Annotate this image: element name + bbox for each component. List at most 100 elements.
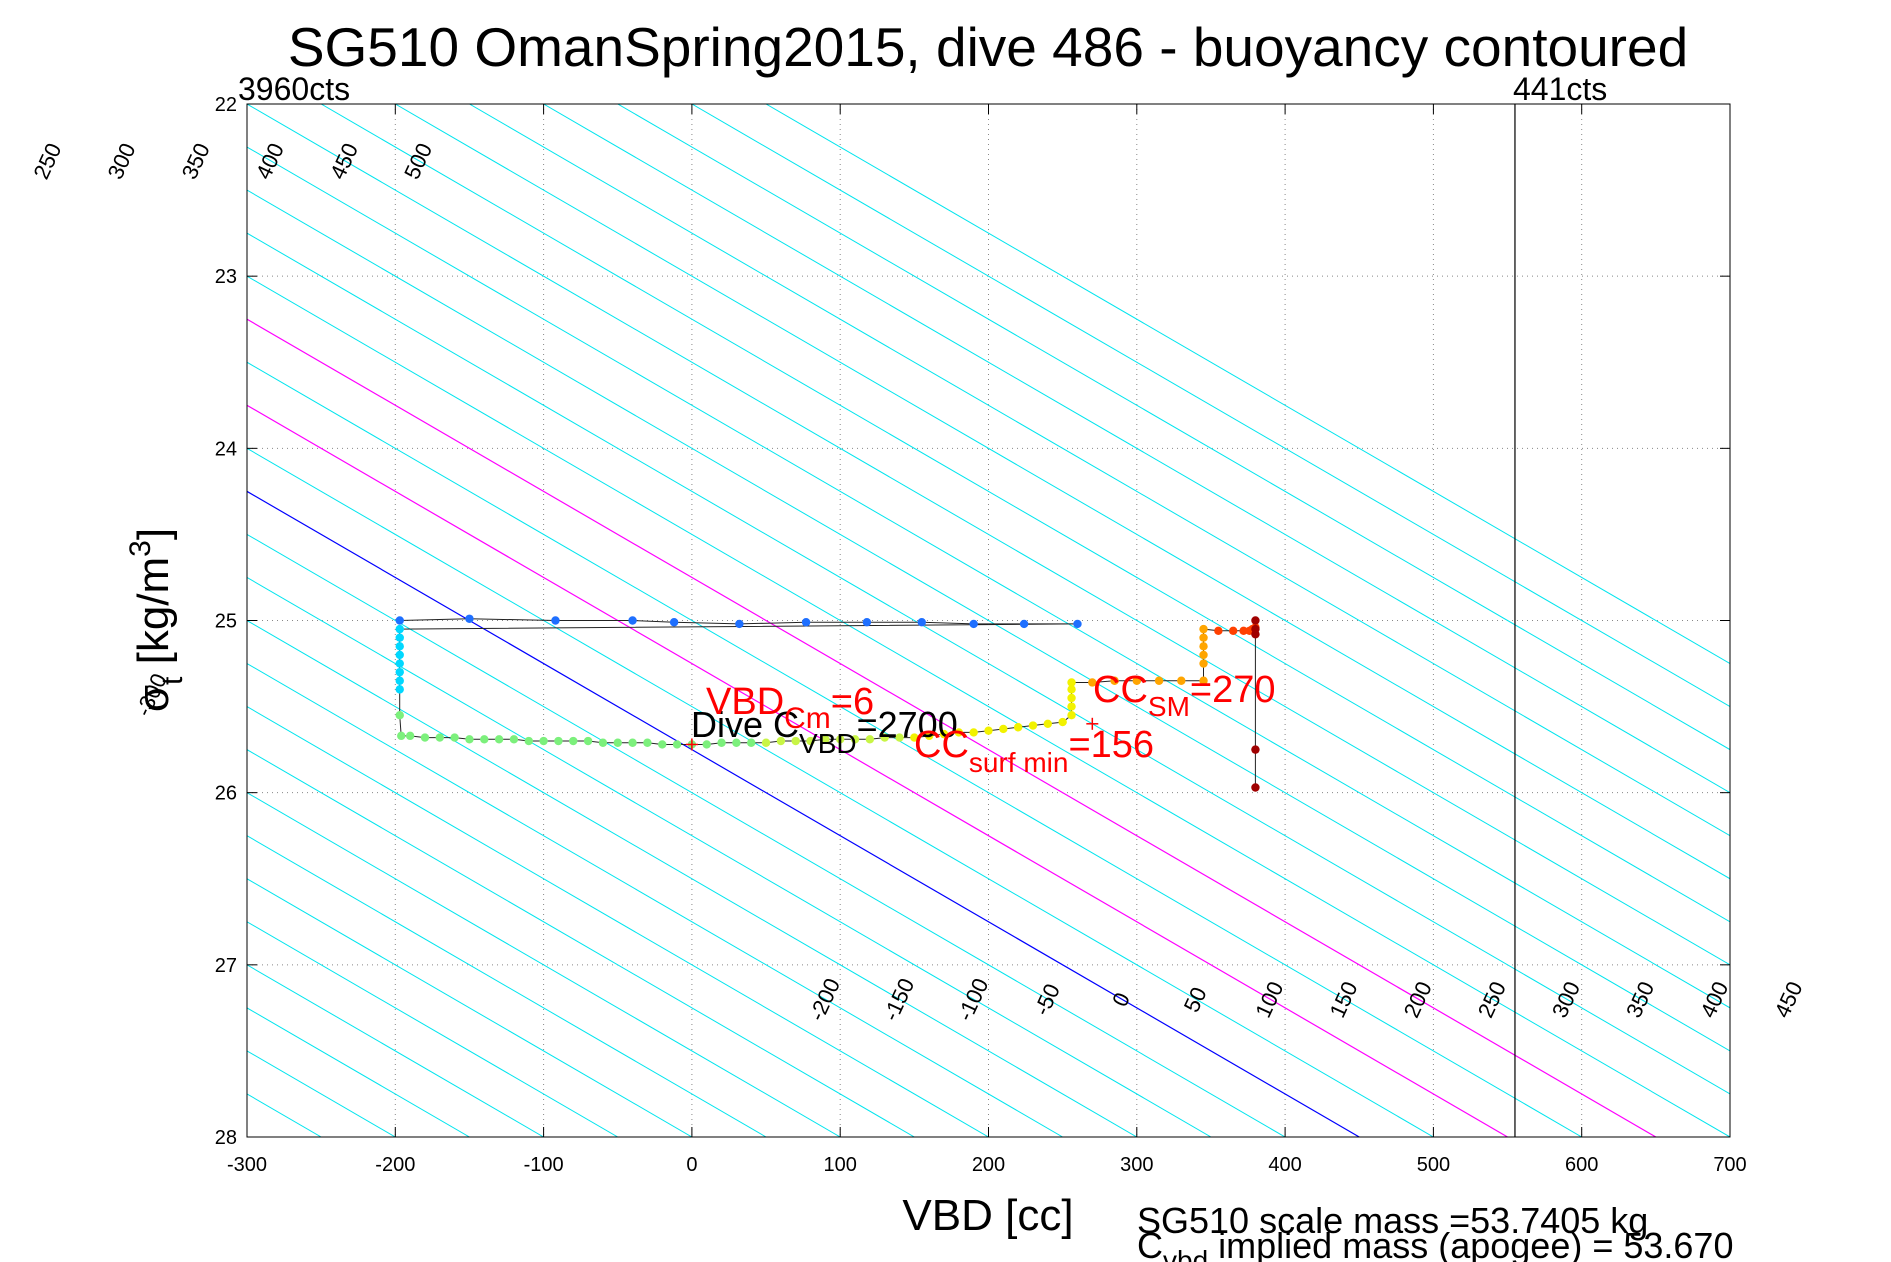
- data-point: [509, 735, 519, 744]
- cc-surf-annotation: CCsurf min=156: [914, 724, 1154, 778]
- data-point: [1251, 783, 1260, 792]
- x-tick-label: -100: [524, 1154, 564, 1176]
- data-point: [569, 736, 578, 746]
- contour-line: [765, 104, 1730, 665]
- data-point: [1199, 659, 1208, 668]
- data-point: [1058, 717, 1067, 727]
- x-tick-label: 100: [824, 1154, 857, 1176]
- data-point: [1251, 616, 1260, 625]
- data-point: [939, 729, 949, 739]
- data-point: [801, 618, 811, 627]
- data-point: [628, 616, 637, 625]
- implied-mass-text: Cvbd implied mass (apogee) = 53.670: [1137, 1225, 1733, 1262]
- x-tick-label: -300: [227, 1154, 267, 1176]
- data-point: [554, 736, 563, 746]
- data-point: [1028, 721, 1038, 730]
- data-point: [1251, 630, 1260, 639]
- data-point: [1073, 619, 1082, 629]
- data-point: [732, 738, 741, 747]
- data-point: [1199, 650, 1208, 660]
- x-tick-label: 500: [1417, 1154, 1450, 1176]
- y-tick-label: 22: [215, 94, 237, 116]
- data-point: [643, 738, 652, 747]
- data-point: [395, 710, 404, 720]
- contour-line: [247, 189, 1730, 1052]
- contour-line: [247, 921, 619, 1137]
- contour-line: [320, 104, 1730, 923]
- data-point: [969, 728, 978, 737]
- data-point: [1251, 745, 1260, 754]
- data-point: [1110, 676, 1119, 685]
- x-tick-label: 600: [1565, 1154, 1598, 1176]
- data-point: [480, 735, 489, 744]
- contour-line: [247, 835, 767, 1137]
- data-point: [806, 736, 815, 746]
- data-point: [1067, 678, 1076, 687]
- implied-mass-c: C: [1137, 1225, 1163, 1262]
- vbd-cm-annotation: VBDCm=6: [706, 681, 874, 735]
- data-point: [1043, 719, 1053, 728]
- contour-line: [543, 104, 1730, 794]
- data-point: [924, 731, 934, 741]
- contour-line: [247, 792, 841, 1137]
- data-point: [539, 736, 548, 746]
- x-tick-label: 0: [686, 1154, 697, 1176]
- data-point: [761, 738, 771, 747]
- data-point: [702, 740, 711, 749]
- cc-surf-text: CC: [914, 724, 969, 766]
- data-point: [450, 733, 459, 742]
- data-point: [917, 618, 926, 627]
- count-label-right: 441cts: [1513, 71, 1607, 107]
- dive-c-sub: VBD: [799, 728, 857, 759]
- data-point: [395, 633, 404, 642]
- data-point: [865, 735, 875, 744]
- data-point: [1199, 624, 1208, 634]
- data-point: [494, 735, 504, 744]
- data-point: [1067, 710, 1076, 720]
- data-point: [969, 619, 978, 629]
- contour-line: [247, 706, 989, 1137]
- vbd-cm-value: =6: [831, 681, 874, 723]
- contour-line: [469, 104, 1730, 837]
- axis-ticks: -300 -200 -100 0 100 200 300 400 500 600 700 22 23 24…: [215, 94, 1747, 1176]
- data-point: [999, 724, 1008, 734]
- data-point: [395, 624, 404, 634]
- data-point: [420, 733, 430, 742]
- contour-line: [247, 576, 1212, 1137]
- data-point: [465, 735, 474, 744]
- implied-mass-rest: implied mass (apogee) = 53.670: [1208, 1225, 1733, 1262]
- implied-mass-sub: vbd: [1163, 1245, 1208, 1262]
- data-point: [1154, 676, 1164, 685]
- data-point: [880, 733, 889, 742]
- vbd-cm-sub: Cm: [784, 702, 831, 735]
- y-axis-label: σt [kg/m3]: [124, 528, 189, 712]
- dive-c-value: =2700: [857, 704, 958, 745]
- x-tick-label: 300: [1120, 1154, 1153, 1176]
- count-label-left: 3960cts: [238, 71, 350, 107]
- contour-line: [247, 146, 1730, 1009]
- data-point: [910, 733, 919, 742]
- data-point: [1177, 676, 1186, 685]
- data-point: [583, 736, 593, 746]
- data-point: [776, 736, 786, 746]
- trajectory-line: [399, 618, 1256, 788]
- scale-mass-text: SG510 scale mass =53.7405 kg: [1137, 1200, 1648, 1241]
- data-point: [395, 659, 404, 668]
- data-point: [1199, 676, 1208, 685]
- data-point: [862, 618, 872, 627]
- data-point: [395, 616, 404, 625]
- data-point: [672, 740, 682, 749]
- cc-surf-value: =156: [1068, 724, 1154, 766]
- data-point: [658, 740, 667, 749]
- x-tick-label: 400: [1268, 1154, 1301, 1176]
- data-point: [395, 650, 404, 660]
- contour-line: [247, 878, 693, 1137]
- cc-sm-annotation: CCSM=270: [1093, 669, 1275, 722]
- data-point: [397, 731, 406, 741]
- data-point: [1019, 619, 1029, 629]
- data-point: [435, 733, 444, 742]
- data-point: [1067, 693, 1076, 703]
- y-tick-label: 28: [215, 1127, 237, 1149]
- data-point: [395, 676, 404, 685]
